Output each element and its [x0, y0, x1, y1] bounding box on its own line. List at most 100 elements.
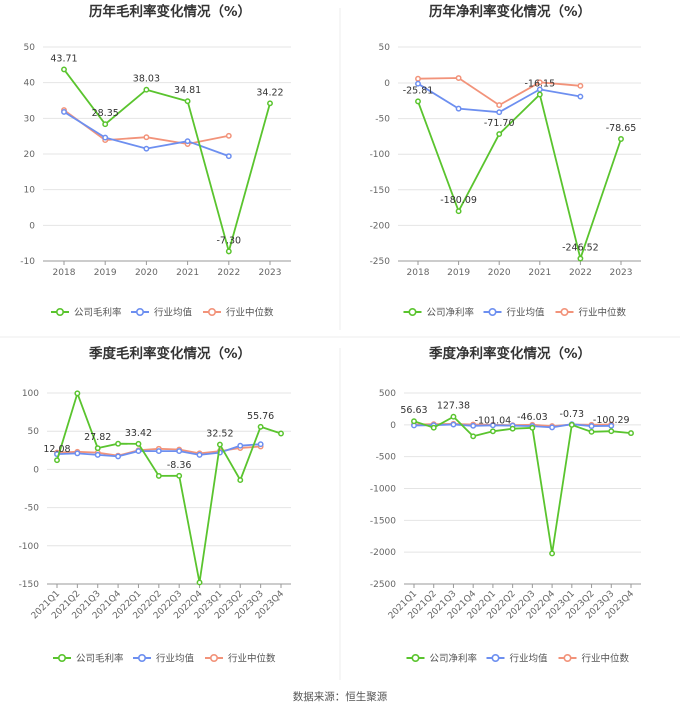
data-point: [628, 430, 634, 437]
data-label: -101.04: [475, 415, 512, 426]
data-label: 34.22: [256, 87, 283, 98]
x-tick-label: 2019: [447, 268, 470, 278]
legend-marker: [491, 653, 500, 662]
data-point: [470, 433, 477, 440]
x-tick-label: 2019: [94, 268, 117, 278]
data-point: [184, 138, 191, 145]
data-point: [257, 441, 264, 448]
data-point: [536, 91, 543, 98]
data-point: [489, 422, 496, 429]
legend-label: 行业中位数: [579, 307, 627, 319]
legend-label: 公司净利率: [427, 307, 475, 319]
y-tick-label: 100: [22, 389, 39, 399]
data-point: [54, 457, 60, 464]
data-point: [176, 472, 183, 479]
data-point: [577, 255, 584, 262]
legend-marker: [57, 653, 66, 662]
data-point: [489, 428, 496, 435]
x-tick-label: 2020: [135, 268, 158, 278]
y-tick-label: -50: [375, 115, 390, 125]
data-point: [102, 121, 109, 128]
data-label: -100.29: [593, 415, 630, 426]
data-point: [618, 136, 624, 142]
data-point: [143, 134, 150, 141]
data-point: [74, 390, 81, 397]
data-source-text: 数据来源：恒生聚源: [293, 690, 388, 703]
data-label: 33.42: [125, 428, 152, 439]
x-tick-label: 2021: [528, 268, 551, 278]
legend-marker: [55, 307, 64, 316]
chart-panel: 季度毛利率变化情况（%）100500-50-100-1502021Q12021Q…: [19, 345, 291, 665]
y-tick-label: 20: [24, 150, 36, 160]
data-point: [496, 102, 503, 109]
chart-title: 季度毛利率变化情况（%）: [88, 345, 251, 362]
y-tick-label: -150: [370, 186, 391, 196]
y-tick-label: 50: [24, 43, 36, 53]
legend-marker: [408, 307, 417, 316]
data-point: [411, 418, 417, 425]
y-tick-label: -100: [370, 150, 391, 160]
y-tick-label: 0: [33, 465, 39, 475]
data-label: 55.76: [247, 411, 274, 422]
y-tick-label: -1500: [370, 516, 396, 526]
series-line: [63, 68, 271, 255]
data-point: [415, 98, 421, 105]
y-tick-label: 500: [379, 389, 396, 399]
x-tick-label: 2022: [217, 268, 240, 278]
data-point: [536, 79, 543, 86]
legend-marker: [560, 307, 569, 316]
legend-marker: [411, 653, 420, 662]
legend-marker: [563, 653, 572, 662]
x-tick-label: 2018: [53, 268, 76, 278]
y-tick-label: 50: [379, 43, 391, 53]
x-tick-label: 2023: [610, 268, 633, 278]
data-label: 127.38: [437, 401, 470, 412]
data-label: 38.03: [133, 74, 160, 85]
data-point: [94, 451, 101, 458]
data-point: [196, 579, 203, 586]
y-tick-label: -2000: [370, 548, 396, 558]
chart-panel: 历年毛利率变化情况（%） 50 40 30 20 10 0 -10 2018 2019 2020 20…: [20, 3, 291, 319]
legend-marker: [208, 307, 217, 316]
y-tick-label: 0: [29, 221, 35, 231]
x-tick-label: 2018: [407, 268, 430, 278]
data-point: [278, 430, 284, 437]
data-label: 28.35: [92, 108, 119, 119]
data-label: 56.63: [400, 405, 427, 416]
data-label: -180.09: [440, 195, 477, 206]
data-label: -16.15: [524, 78, 555, 89]
data-point: [135, 448, 142, 455]
y-tick-label: -1000: [370, 485, 396, 495]
data-label: 27.82: [84, 432, 111, 443]
data-label: -7.30: [217, 235, 242, 246]
data-point: [237, 477, 244, 484]
data-point: [225, 248, 232, 255]
data-label: -46.03: [517, 412, 548, 423]
data-point: [577, 93, 584, 100]
data-point: [257, 423, 264, 430]
data-point: [102, 134, 109, 141]
data-point: [549, 424, 556, 431]
y-tick-label: 10: [24, 186, 36, 196]
legend-marker: [488, 307, 497, 316]
data-point: [61, 108, 67, 115]
chart-title: 季度净利率变化情况（%）: [428, 345, 591, 362]
data-point: [549, 550, 556, 557]
y-tick-label: -2500: [370, 580, 396, 590]
data-point: [577, 82, 584, 89]
data-label: -78.65: [606, 123, 637, 134]
data-point: [588, 428, 595, 435]
y-tick-label: 0: [384, 79, 390, 89]
legend-label: 公司毛利率: [74, 307, 122, 319]
chart-panel: 季度净利率变化情况（%） 500 0 -500 -1000 -1500 -2000 -2500…: [370, 345, 641, 665]
series-line: [413, 415, 632, 554]
data-point: [74, 450, 81, 457]
data-point: [94, 445, 101, 452]
y-tick-label: -150: [19, 580, 40, 590]
data-point: [184, 98, 191, 105]
data-point: [115, 453, 122, 460]
data-point: [155, 472, 162, 479]
data-point: [415, 75, 421, 82]
data-point: [450, 413, 457, 420]
